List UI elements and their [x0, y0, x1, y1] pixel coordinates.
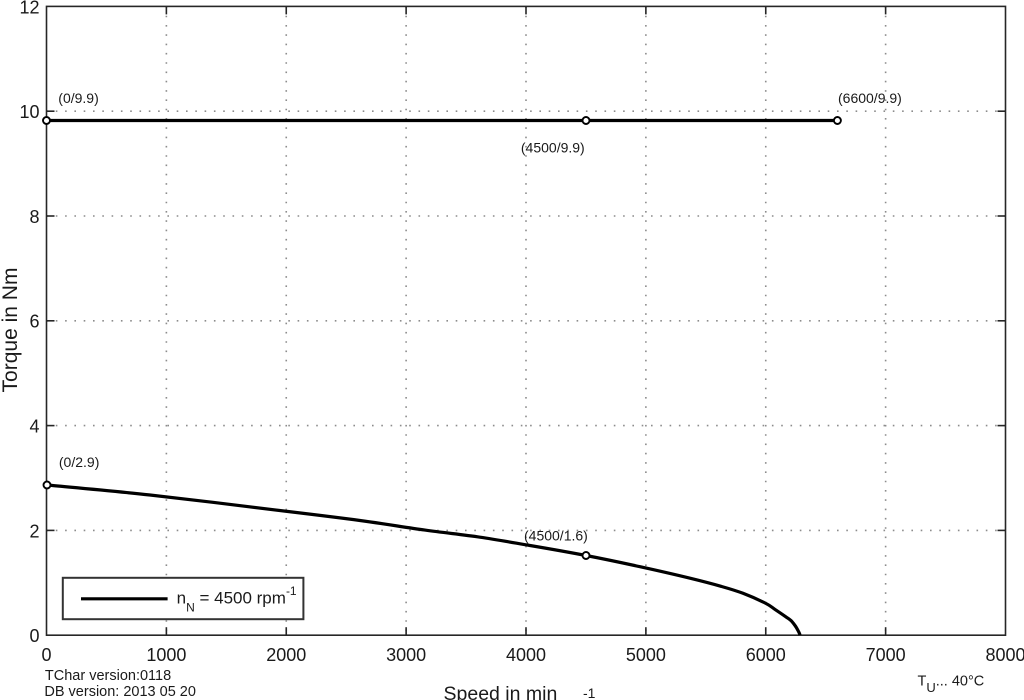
svg-text:1000: 1000 [146, 645, 186, 665]
svg-text:2: 2 [29, 521, 39, 541]
svg-text:4000: 4000 [506, 645, 546, 665]
svg-text:0: 0 [41, 645, 51, 665]
svg-text:Torque in Nm: Torque in Nm [0, 268, 22, 393]
svg-text:6: 6 [29, 312, 39, 332]
svg-text:12: 12 [19, 0, 39, 17]
svg-text:3000: 3000 [386, 645, 426, 665]
svg-text:(0/2.9): (0/2.9) [59, 454, 99, 470]
svg-text:(6600/9.9): (6600/9.9) [838, 90, 902, 106]
svg-text:Speed in min: Speed in min [444, 683, 558, 700]
svg-text:(0/9.9): (0/9.9) [58, 90, 98, 106]
svg-text:10: 10 [19, 102, 39, 122]
svg-text:6000: 6000 [746, 645, 786, 665]
svg-text:2000: 2000 [266, 645, 306, 665]
svg-text:-1: -1 [583, 685, 596, 700]
svg-text:(4500/9.9): (4500/9.9) [521, 139, 585, 155]
svg-text:DB version: 2013 05 20: DB version: 2013 05 20 [44, 684, 196, 700]
svg-text:0: 0 [29, 626, 39, 646]
svg-text:8: 8 [29, 207, 39, 227]
svg-text:5000: 5000 [626, 645, 666, 665]
svg-text:8000: 8000 [985, 645, 1024, 665]
svg-text:7000: 7000 [866, 645, 906, 665]
svg-text:(4500/1.6): (4500/1.6) [524, 528, 588, 544]
svg-text:TChar version:0118: TChar version:0118 [45, 668, 171, 684]
svg-text:4: 4 [29, 417, 39, 437]
